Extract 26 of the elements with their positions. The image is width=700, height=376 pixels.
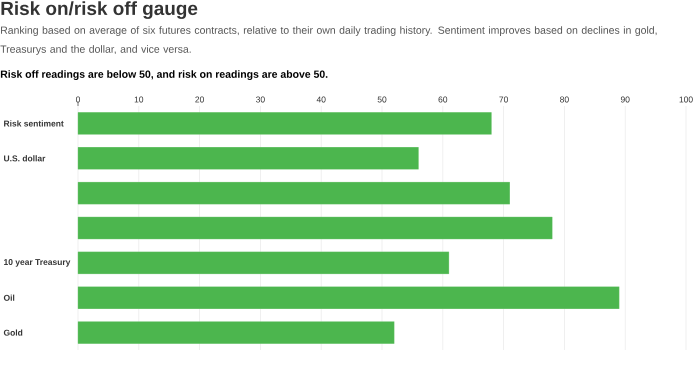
x-tick-label: 70 <box>499 96 508 102</box>
x-tick-label: 50 <box>378 96 386 102</box>
chart-title: Risk on/risk off gauge <box>1 1 198 19</box>
x-tick-label: 60 <box>438 96 448 102</box>
bar <box>78 216 552 240</box>
bar <box>78 286 620 309</box>
y-tick-label: 10 year Treasury <box>4 259 70 267</box>
y-tick-label: Risk sentiment <box>4 120 64 127</box>
y-tick-label: Oil <box>4 294 14 301</box>
bar <box>78 147 419 170</box>
bar <box>78 252 450 274</box>
x-tick-label: 90 <box>620 96 630 102</box>
x-tick-label: 10 <box>134 96 144 102</box>
x-tick-label: 0 <box>76 96 80 102</box>
x-tick-label: 20 <box>195 96 204 102</box>
text: Risk off readings are below 50, and risk on readings are above 50. <box>0 70 328 80</box>
bar <box>78 182 510 204</box>
x-tick-label: 40 <box>316 96 326 102</box>
y-tick-label: Gold <box>4 329 22 336</box>
bar <box>78 112 492 135</box>
y-tick-label: U.S. dollar <box>4 155 46 162</box>
x-tick-label: 100 <box>680 96 693 102</box>
x-tick-label: 30 <box>256 96 265 102</box>
x-tick-label: 80 <box>560 96 569 102</box>
chart-subtitle: Ranking based on average of six futures contracts, relative to their own daily trading history. Sentiment improves based on declines in gold, Treasurys and the dollar, and vice versa. <box>0 26 657 55</box>
bar <box>78 321 394 344</box>
